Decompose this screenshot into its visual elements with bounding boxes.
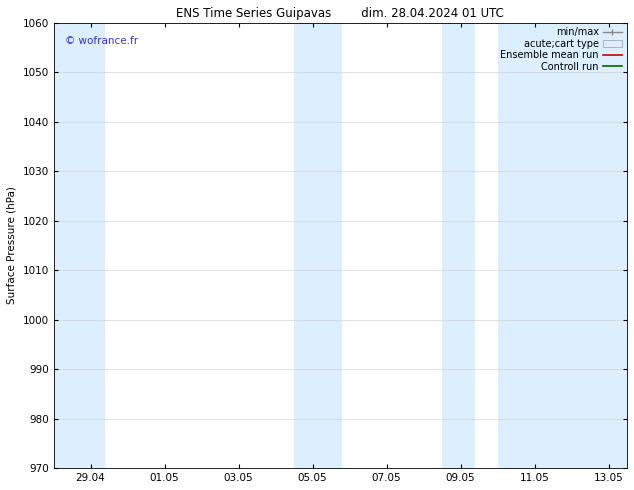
- Y-axis label: Surface Pressure (hPa): Surface Pressure (hPa): [7, 186, 17, 304]
- Bar: [54, 23, 105, 468]
- Bar: [294, 23, 342, 468]
- Bar: [442, 23, 476, 468]
- Bar: [498, 23, 627, 468]
- Legend: min/max, acute;cart type, Ensemble mean run, Controll run: min/max, acute;cart type, Ensemble mean …: [498, 25, 624, 74]
- Text: © wofrance.fr: © wofrance.fr: [65, 36, 138, 46]
- Title: ENS Time Series Guipavas        dim. 28.04.2024 01 UTC: ENS Time Series Guipavas dim. 28.04.2024…: [176, 7, 504, 20]
